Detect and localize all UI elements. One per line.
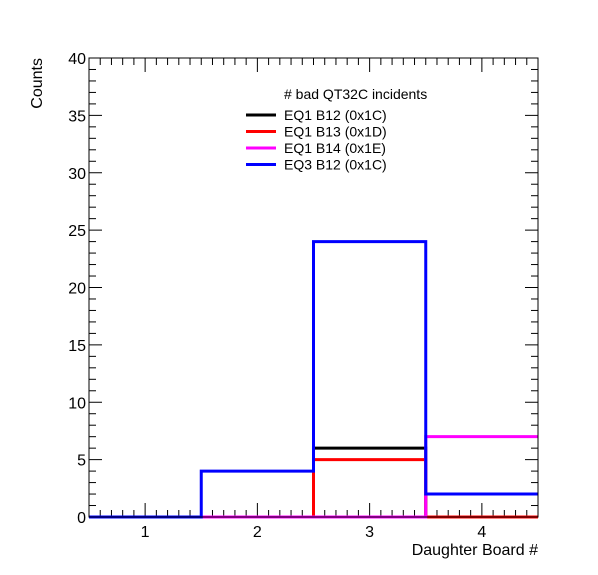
x-tick-label: 1 <box>141 524 150 541</box>
legend-label: EQ1 B12 (0x1C) <box>284 107 387 123</box>
plot-frame <box>88 57 539 518</box>
legend-label: EQ1 B14 (0x1E) <box>284 140 386 156</box>
y-tick-label: 15 <box>68 338 86 355</box>
y-tick-label: 35 <box>68 108 86 125</box>
series-line <box>89 240 538 519</box>
y-tick-label: 30 <box>68 166 86 183</box>
legend-title: # bad QT32C incidents <box>284 86 427 102</box>
y-tick-label: 40 <box>68 51 86 68</box>
legend-label: EQ3 B12 (0x1C) <box>284 157 387 173</box>
x-tick-label: 2 <box>253 524 262 541</box>
y-tick-label: 10 <box>68 395 86 412</box>
x-tick-label: 3 <box>365 524 374 541</box>
x-axis-title: Daughter Board # <box>412 542 538 559</box>
y-tick-label: 20 <box>68 281 86 298</box>
y-tick-label: 0 <box>77 510 86 527</box>
legend-label: EQ1 B13 (0x1D) <box>284 124 387 140</box>
y-axis-title: Counts <box>29 58 46 109</box>
x-tick-label: 4 <box>477 524 486 541</box>
y-tick-label: 25 <box>68 223 86 240</box>
y-tick-label: 5 <box>77 453 86 470</box>
